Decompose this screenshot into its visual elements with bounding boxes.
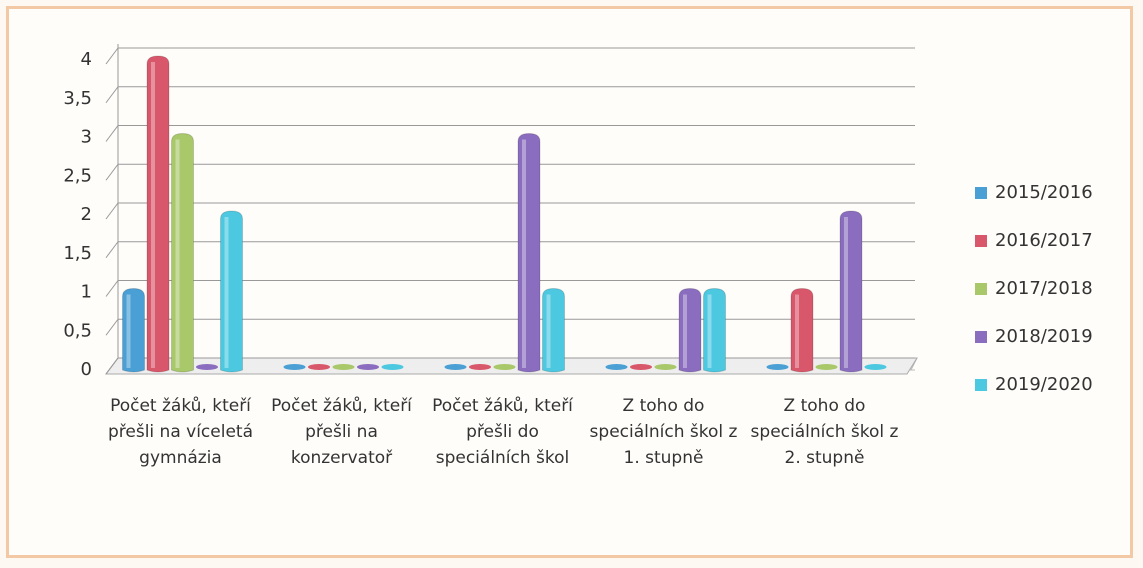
legend-label: 2016/2017 (995, 230, 1093, 251)
legend-swatch (975, 331, 987, 343)
bar (308, 364, 330, 370)
grid-line-side (105, 280, 119, 297)
legend-label: 2015/2016 (995, 182, 1093, 203)
x-tick-label: Z toho do speciálních škol z 1. stupně (589, 396, 738, 468)
grid-line-side (105, 86, 119, 104)
legend-label: 2018/2019 (995, 326, 1093, 347)
legend-swatch (975, 187, 987, 199)
y-tick-label: 0 (81, 359, 92, 380)
bar (790, 287, 814, 373)
bar (815, 364, 838, 370)
y-tick-label: 3 (81, 127, 92, 148)
bar-highlight (683, 294, 687, 368)
bar (444, 364, 467, 370)
grid-line-side (105, 241, 119, 259)
bar-highlight (126, 294, 131, 368)
bar-highlight (522, 139, 526, 368)
bar (630, 364, 652, 370)
bar-highlight (151, 62, 155, 368)
bar (381, 364, 404, 370)
legend-swatch (975, 283, 987, 295)
bar-highlight (795, 294, 799, 368)
bar (654, 364, 677, 370)
x-tick-label: Počet žáků, kteří přešli do speciálních … (432, 396, 573, 468)
bar (469, 364, 491, 370)
bar (839, 210, 863, 373)
bar-highlight (175, 139, 180, 368)
legend-swatch (975, 235, 987, 247)
grid-line-side (105, 163, 119, 181)
x-tick-label: Počet žáků, kteří přešli na konzervatoř (271, 396, 412, 468)
bar (864, 364, 887, 370)
bar (220, 210, 243, 373)
legend-label: 2017/2018 (995, 278, 1093, 299)
y-tick-label: 2 (81, 204, 92, 225)
grid-line-side (105, 125, 119, 142)
bar (196, 364, 218, 370)
grid-line-side (105, 47, 119, 65)
legend-swatch (975, 379, 987, 391)
y-tick-label: 2,5 (63, 165, 92, 186)
bar-highlight (224, 217, 229, 368)
bar-highlight (546, 294, 551, 368)
x-tick-label: Počet žáků, kteří přešli na víceletá gym… (107, 396, 254, 468)
y-tick-label: 1 (81, 282, 92, 303)
y-tick-label: 4 (81, 49, 92, 70)
x-tick-label: Z toho do speciálních škol z 2. stupně (750, 396, 899, 468)
bar (493, 364, 516, 370)
bar (605, 364, 628, 370)
legend-label: 2019/2020 (995, 374, 1093, 395)
y-tick-label: 1,5 (63, 243, 92, 264)
bar (678, 287, 702, 373)
bar-highlight (707, 294, 712, 368)
bar (171, 132, 194, 373)
chart-frame (6, 6, 1133, 558)
grid-line-side (105, 202, 119, 220)
bar (542, 287, 565, 373)
bar (283, 364, 306, 370)
bar (146, 55, 170, 373)
bar (517, 132, 541, 373)
bar (122, 287, 145, 373)
grid-line-side (105, 318, 119, 336)
y-tick-label: 0,5 (63, 320, 92, 341)
bar (703, 287, 726, 373)
grid-line-side (105, 357, 119, 375)
bar (357, 364, 379, 370)
y-tick-label: 3,5 (63, 88, 92, 109)
bar-highlight (844, 217, 848, 368)
bar (332, 364, 355, 370)
bar (766, 364, 789, 370)
